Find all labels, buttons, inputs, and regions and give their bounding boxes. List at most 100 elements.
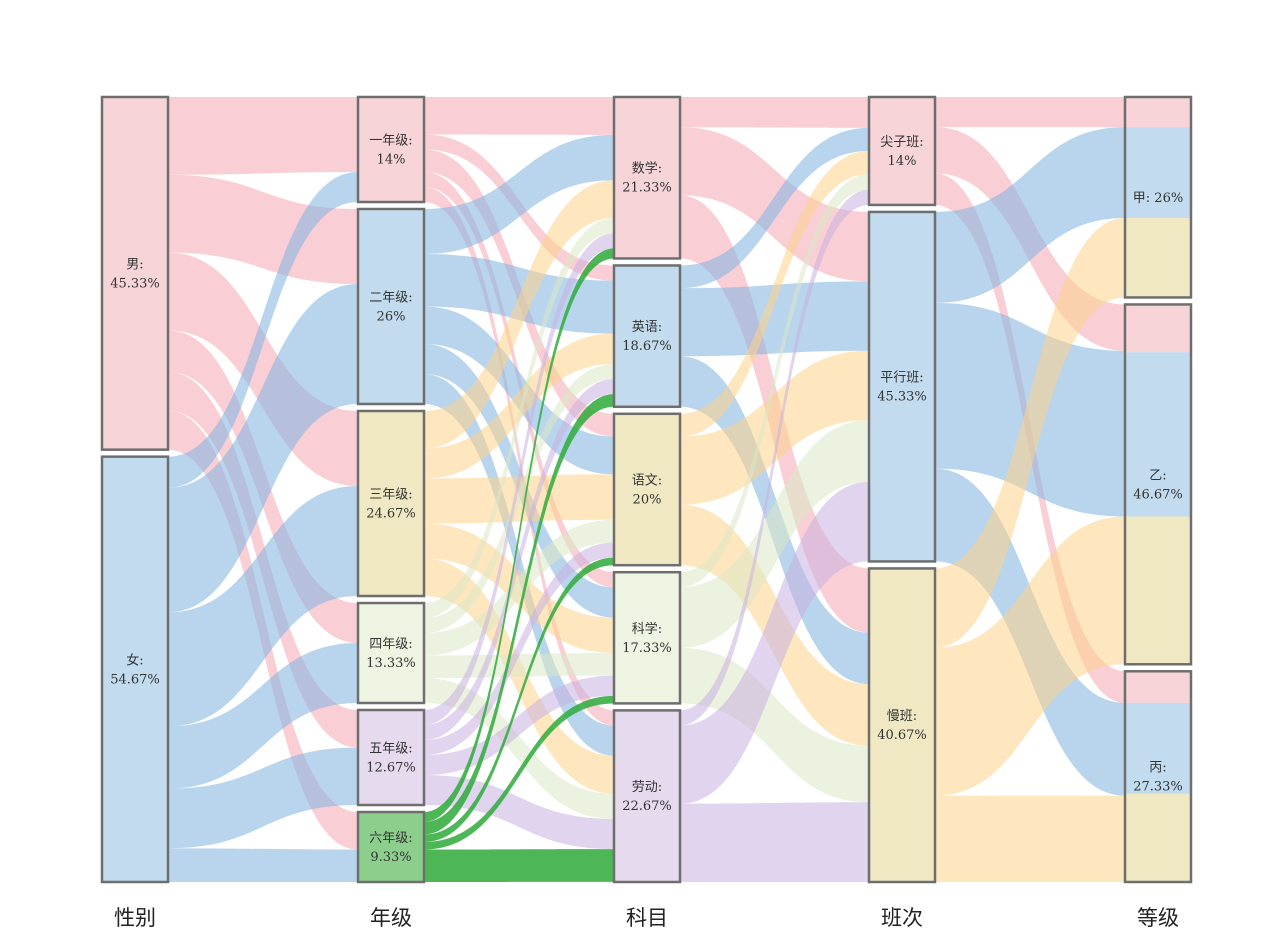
flow-slow-C bbox=[935, 795, 1125, 882]
flows-layer bbox=[168, 97, 1125, 882]
node-g4-box bbox=[356, 601, 426, 705]
nodes-layer: 男: 45.33% 女: 54.67% 一年级: 14% 二年级: 26% 三年级: 24.67%… bbox=[100, 95, 1193, 884]
flow-g5-math bbox=[424, 233, 614, 725]
flow-female-g6 bbox=[168, 848, 358, 882]
flow-eng-top bbox=[680, 127, 869, 289]
node-eng-label: 英语: bbox=[632, 320, 662, 335]
node-C-segment bbox=[1125, 793, 1191, 882]
node-C-border bbox=[1123, 670, 1193, 884]
flow-male-g2 bbox=[168, 174, 358, 284]
node-top-label: 尖子班: bbox=[880, 135, 923, 150]
node-C-value: 27.33% bbox=[1133, 780, 1183, 795]
node-g1-label: 一年级: bbox=[369, 134, 412, 149]
node-lab-value: 22.67% bbox=[622, 799, 672, 814]
node-eng-value: 18.67% bbox=[622, 339, 672, 354]
node-slow-value: 40.67% bbox=[877, 728, 927, 743]
flow-math-top bbox=[680, 97, 869, 128]
flow-g5-lab bbox=[424, 775, 614, 850]
node-top-value: 14% bbox=[888, 154, 917, 169]
node-lab-box bbox=[612, 709, 682, 884]
flow-g6-math bbox=[424, 248, 614, 822]
node-B: 乙: 46.67% bbox=[1123, 303, 1193, 666]
node-B-label: 乙: bbox=[1149, 468, 1166, 483]
node-g5-label: 五年级: bbox=[369, 742, 412, 757]
node-math-box bbox=[612, 95, 682, 260]
node-par-value: 45.33% bbox=[877, 390, 927, 405]
flow-g4-sci bbox=[424, 652, 614, 679]
flow-lab-top bbox=[680, 189, 869, 726]
node-female-box bbox=[100, 455, 170, 884]
node-A-segment bbox=[1125, 127, 1191, 219]
node-par-box bbox=[867, 210, 937, 563]
node-slow-box bbox=[867, 567, 937, 884]
node-male: 男: 45.33% bbox=[100, 95, 170, 451]
flow-g2-chn bbox=[424, 306, 614, 475]
flow-g1-math bbox=[424, 97, 614, 135]
node-g4-value: 13.33% bbox=[366, 656, 416, 671]
node-math-value: 21.33% bbox=[622, 181, 672, 196]
node-male-label: 男: bbox=[126, 257, 143, 272]
node-lab: 劳动: 22.67% bbox=[612, 709, 682, 884]
flow-g6-lab bbox=[424, 849, 614, 882]
flow-g2-math bbox=[424, 134, 614, 254]
node-math-label: 数学: bbox=[632, 161, 662, 177]
node-A-label: 甲: 26% bbox=[1133, 191, 1183, 206]
column-title-2: 科目 bbox=[626, 906, 668, 930]
node-B-segment bbox=[1125, 352, 1191, 517]
flow-female-g4 bbox=[168, 643, 358, 789]
flow-g6-eng bbox=[424, 394, 614, 835]
node-g1-value: 14% bbox=[377, 153, 406, 168]
flow-g1-lab bbox=[424, 187, 614, 726]
node-g2-value: 26% bbox=[377, 310, 406, 325]
flow-female-g5 bbox=[168, 747, 358, 849]
flow-slow-B bbox=[935, 516, 1125, 796]
flow-g5-chn bbox=[424, 542, 614, 755]
node-par: 平行班: 45.33% bbox=[867, 210, 937, 563]
node-C-label: 丙: bbox=[1149, 761, 1166, 776]
node-chn-label: 语文: bbox=[632, 474, 662, 489]
node-chn: 语文: 20% bbox=[612, 412, 682, 567]
node-C-segment bbox=[1125, 671, 1191, 703]
node-g1-box bbox=[356, 95, 426, 204]
flow-lab-par bbox=[680, 481, 869, 804]
node-g5-value: 12.67% bbox=[366, 761, 416, 776]
node-g6-label: 六年级: bbox=[369, 831, 412, 846]
node-g4: 四年级: 13.33% bbox=[356, 601, 426, 705]
node-g6-box bbox=[356, 810, 426, 884]
node-g3-box bbox=[356, 409, 426, 598]
node-B-value: 46.67% bbox=[1133, 487, 1183, 502]
flow-lab-slow bbox=[680, 802, 869, 882]
node-sci-box bbox=[612, 570, 682, 705]
flow-g4-lab bbox=[424, 678, 614, 819]
node-g5: 五年级: 12.67% bbox=[356, 708, 426, 807]
node-female: 女: 54.67% bbox=[100, 455, 170, 884]
flow-par-A bbox=[935, 127, 1125, 303]
node-g4-label: 四年级: bbox=[369, 637, 412, 652]
node-g6-value: 9.33% bbox=[370, 850, 411, 865]
flow-eng-par bbox=[680, 281, 869, 357]
node-B-segment bbox=[1125, 516, 1191, 665]
flow-chn-par bbox=[680, 350, 869, 505]
flow-g3-math bbox=[424, 180, 614, 449]
flow-g3-eng bbox=[424, 333, 614, 479]
flow-male-g1 bbox=[168, 97, 358, 175]
flow-g4-chn bbox=[424, 519, 614, 656]
column-titles: 性别 年级 科目 班次 等级 bbox=[114, 906, 1179, 930]
node-eng: 英语: 18.67% bbox=[612, 264, 682, 409]
node-C: 丙: 27.33% bbox=[1123, 670, 1193, 884]
node-female-value: 54.67% bbox=[110, 672, 160, 687]
node-sci-value: 17.33% bbox=[622, 641, 672, 656]
node-slow-label: 慢班: bbox=[887, 708, 917, 724]
flow-female-g2 bbox=[168, 284, 358, 613]
node-eng-box bbox=[612, 264, 682, 409]
flow-sci-top bbox=[680, 174, 869, 588]
flow-female-g1 bbox=[168, 172, 358, 488]
node-A: 甲: 26% bbox=[1123, 95, 1193, 299]
column-title-3: 班次 bbox=[881, 906, 923, 930]
column-title-0: 性别 bbox=[114, 906, 156, 930]
node-chn-value: 20% bbox=[633, 493, 662, 508]
flow-female-g3 bbox=[168, 486, 358, 727]
flow-g6-sci bbox=[424, 695, 614, 850]
flow-sci-par bbox=[680, 420, 869, 648]
